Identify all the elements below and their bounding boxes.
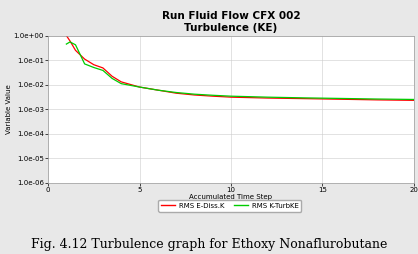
RMS E-Diss.K [91, 63, 96, 66]
RMS E-Diss.K [110, 75, 115, 78]
RMS K-TurbKE [91, 66, 96, 69]
RMS K-TurbKE [64, 43, 69, 46]
Text: Fig. 4.12 Turbulence graph for Ethoxy Nonaflurobutane: Fig. 4.12 Turbulence graph for Ethoxy No… [31, 239, 387, 251]
Line: RMS K-TurbKE: RMS K-TurbKE [66, 42, 414, 100]
RMS K-TurbKE [192, 93, 197, 96]
RMS K-TurbKE [173, 91, 178, 94]
RMS K-TurbKE [302, 96, 307, 99]
Y-axis label: Variable Value: Variable Value [6, 84, 12, 134]
RMS E-Diss.K [73, 49, 78, 52]
RMS E-Diss.K [173, 92, 178, 95]
RMS K-TurbKE [73, 43, 78, 46]
RMS E-Diss.K [67, 39, 73, 42]
RMS K-TurbKE [119, 82, 124, 85]
RMS K-TurbKE [338, 97, 343, 100]
RMS K-TurbKE [210, 94, 215, 97]
Line: RMS E-Diss.K: RMS E-Diss.K [66, 36, 414, 100]
RMS E-Diss.K [375, 98, 380, 101]
RMS E-Diss.K [119, 80, 124, 83]
RMS E-Diss.K [210, 95, 215, 98]
RMS K-TurbKE [82, 62, 87, 66]
Title: Run Fluid Flow CFX 002
Turbulence (KE): Run Fluid Flow CFX 002 Turbulence (KE) [162, 11, 300, 33]
RMS E-Diss.K [338, 98, 343, 101]
RMS E-Diss.K [228, 96, 233, 99]
RMS K-TurbKE [100, 69, 105, 72]
RMS E-Diss.K [100, 66, 105, 69]
RMS K-TurbKE [228, 95, 233, 98]
X-axis label: Accumulated Time Step: Accumulated Time Step [189, 194, 273, 200]
RMS K-TurbKE [265, 96, 270, 99]
RMS K-TurbKE [137, 86, 142, 89]
RMS E-Diss.K [82, 58, 87, 61]
RMS K-TurbKE [155, 89, 161, 92]
Legend: RMS E-Diss.K, RMS K-TurbKE: RMS E-Diss.K, RMS K-TurbKE [158, 200, 301, 212]
RMS K-TurbKE [411, 98, 416, 101]
RMS E-Diss.K [411, 99, 416, 102]
RMS E-Diss.K [64, 34, 69, 37]
RMS K-TurbKE [110, 77, 115, 80]
RMS E-Diss.K [137, 86, 142, 89]
RMS E-Diss.K [155, 89, 161, 92]
RMS E-Diss.K [192, 93, 197, 97]
RMS K-TurbKE [375, 98, 380, 101]
RMS K-TurbKE [67, 40, 73, 43]
RMS E-Diss.K [302, 97, 307, 100]
RMS E-Diss.K [265, 97, 270, 100]
